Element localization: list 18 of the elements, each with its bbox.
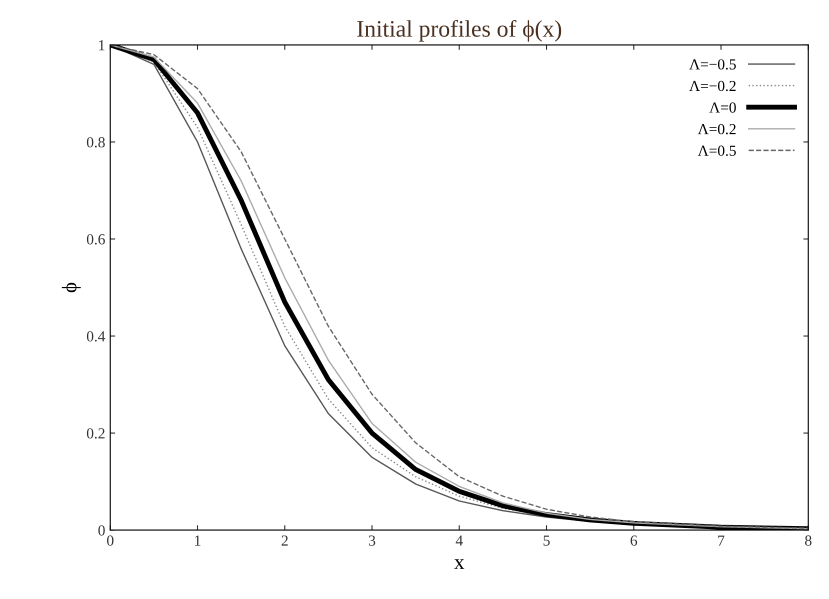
x-tick-label: 4	[456, 536, 463, 546]
y-tick-label: 0.6	[86, 234, 105, 245]
y-tick-label: 0.8	[86, 137, 105, 148]
x-tick-label: 2	[282, 535, 288, 546]
y-tick-label: 0.4	[86, 331, 106, 342]
x-tick-label: 3	[368, 535, 376, 546]
x-tick-label: 7	[718, 536, 724, 546]
x-tick-label: 0	[107, 535, 114, 546]
y-tick-label: 1	[99, 40, 104, 50]
y-tick-label: 0	[98, 525, 105, 536]
x-axis-title: x	[454, 559, 464, 569]
x-tick-label: 8	[805, 535, 812, 546]
x-tick-label: 1	[195, 535, 200, 546]
y-axis-title: ϕ	[62, 282, 81, 292]
chart-title: Initial profiles of ϕ(x)	[357, 20, 562, 42]
x-tick-label: 5	[544, 536, 550, 546]
y-tick-label: 0.2	[86, 428, 105, 439]
x-tick-label: 6	[630, 535, 638, 546]
